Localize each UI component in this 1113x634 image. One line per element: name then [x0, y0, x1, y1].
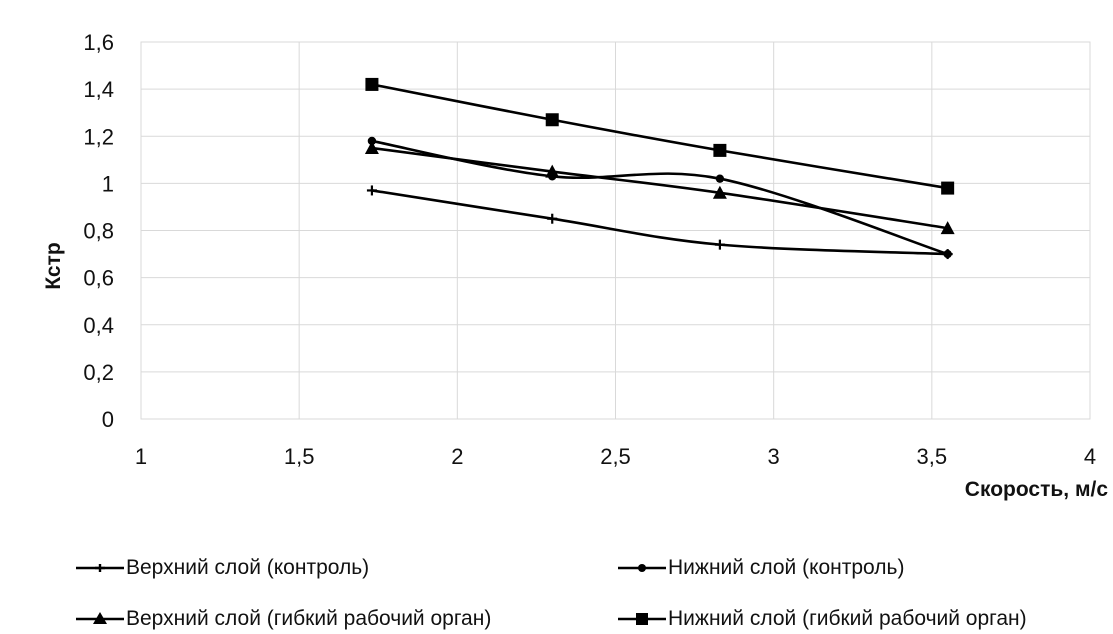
data-point-square: [941, 181, 955, 195]
y-tick-label: 0,8: [83, 219, 114, 244]
y-tick-label: 1: [102, 171, 114, 196]
data-point-square: [545, 113, 559, 127]
y-tick-label: 0: [102, 407, 114, 432]
x-axis-title: Скорость, м/с: [965, 478, 1109, 501]
series-triangle: [364, 141, 955, 235]
series-dot: [367, 136, 952, 259]
series-square: [365, 77, 955, 195]
series-line: [371, 146, 948, 230]
data-point-square: [713, 143, 727, 157]
y-tick-label: 0,2: [83, 360, 114, 385]
data-point-square: [365, 77, 379, 91]
data-point-triangle: [712, 185, 727, 199]
data-point-triangle: [940, 221, 955, 235]
x-tick-label: 2: [451, 444, 463, 469]
data-point-plus: [547, 213, 558, 224]
data-point-plus: [366, 185, 377, 196]
data-point-dot: [715, 174, 725, 183]
data-point-plus: [714, 239, 725, 250]
y-axis-title: Кстр: [42, 242, 65, 289]
x-tick-label: 4: [1084, 444, 1096, 469]
y-tick-label: 1,6: [83, 30, 114, 55]
x-tick-label: 3: [768, 444, 780, 469]
data-point-triangle: [545, 164, 560, 178]
y-tick-label: 1,2: [83, 124, 114, 149]
y-tick-label: 0,6: [83, 266, 114, 291]
x-tick-label: 1: [135, 444, 147, 469]
x-tick-label: 3,5: [917, 444, 948, 469]
series-layer: [364, 77, 955, 260]
tick-labels: 0 0,2 0,4 0,6 0,8 1 1,2 1,4 1,6 1 1,5 2 2,5 3 3,5 4: [83, 30, 1096, 469]
series-line: [371, 83, 948, 190]
x-tick-label: 2,5: [600, 444, 631, 469]
data-point-triangle: [364, 141, 379, 155]
series-plus: [366, 185, 953, 260]
x-tick-label: 1,5: [284, 444, 315, 469]
data-point-dot: [943, 249, 952, 259]
y-tick-label: 1,4: [83, 77, 114, 102]
data-point-dot: [367, 136, 377, 146]
y-tick-label: 0,4: [83, 313, 114, 338]
series-line: [371, 189, 948, 256]
